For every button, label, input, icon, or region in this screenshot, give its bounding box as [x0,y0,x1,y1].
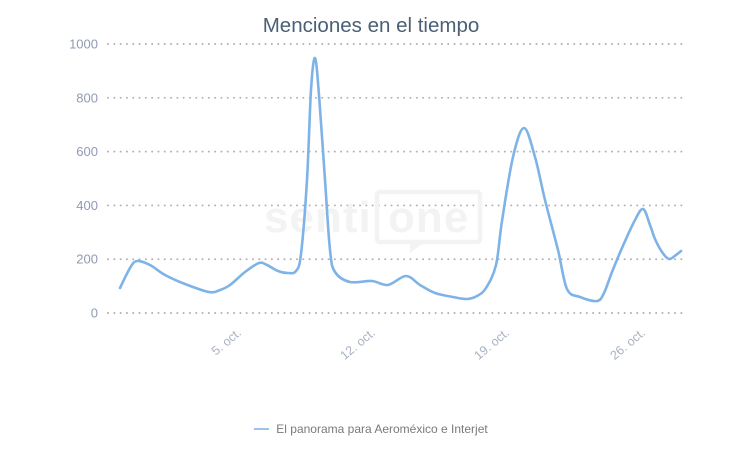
svg-text:800: 800 [76,90,98,105]
svg-text:0: 0 [91,306,98,321]
svg-text:one: one [388,193,469,242]
svg-text:5. oct.: 5. oct. [209,326,244,359]
svg-text:12. oct.: 12. oct. [338,326,378,363]
svg-text:26. oct.: 26. oct. [608,326,648,363]
svg-text:200: 200 [76,252,98,267]
svg-text:senti: senti [264,193,372,242]
svg-text:19. oct.: 19. oct. [472,326,512,363]
svg-text:400: 400 [76,198,98,213]
svg-text:600: 600 [76,144,98,159]
svg-text:1000: 1000 [69,37,98,52]
